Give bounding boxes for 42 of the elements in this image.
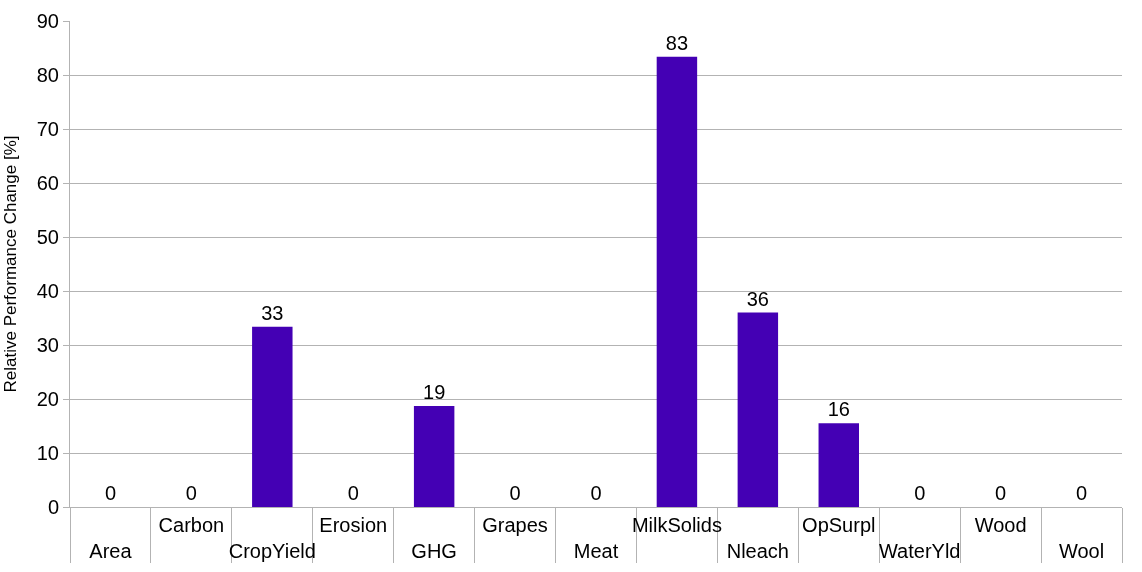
data-label: 16	[827, 398, 850, 421]
x-tick-label: CropYield	[228, 540, 316, 562]
x-tick-label: Grapes	[482, 514, 548, 536]
bar	[818, 423, 859, 507]
x-tick-label: Wool	[1058, 540, 1105, 562]
data-label: 19	[423, 381, 446, 404]
y-tick-label: 20	[36, 388, 59, 410]
bar	[413, 406, 455, 507]
x-tick-label: MilkSolids	[631, 514, 722, 536]
data-label: 0	[914, 482, 926, 504]
x-tick-label: WaterYld	[878, 540, 961, 562]
y-tick-label: 10	[36, 442, 59, 464]
x-tick-label: Wood	[974, 514, 1027, 536]
x-tick-label: Meat	[573, 540, 619, 562]
y-tick-label: 70	[36, 118, 59, 140]
x-tick-label: OpSurpl	[802, 514, 876, 536]
data-label: 0	[995, 482, 1007, 504]
y-tick-label: 90	[36, 10, 59, 32]
bar	[737, 312, 779, 507]
data-label: 0	[509, 482, 521, 504]
y-tick-label: 40	[36, 280, 59, 302]
y-tick-label: 80	[36, 64, 59, 86]
x-tick-label: Area	[89, 540, 133, 562]
x-tick-label: Nleach	[726, 540, 789, 562]
data-label: 0	[590, 482, 602, 504]
data-label: 36	[746, 287, 769, 310]
x-tick-label: GHG	[411, 540, 457, 562]
x-tick-label: Carbon	[158, 514, 225, 536]
y-axis-title: Relative Performance Change [%]	[1, 135, 21, 393]
data-label: 33	[261, 301, 284, 324]
y-tick-label: 30	[36, 334, 59, 356]
y-tick-label: 0	[47, 496, 59, 518]
bar	[252, 326, 293, 507]
x-tick-label: Erosion	[319, 514, 388, 536]
data-label: 0	[1075, 482, 1088, 504]
data-label: 0	[104, 482, 117, 504]
y-tick-label: 60	[36, 172, 59, 194]
y-tick-label: 50	[36, 226, 59, 248]
data-label: 0	[185, 482, 197, 504]
data-label: 0	[347, 482, 359, 504]
data-label: 83	[665, 31, 689, 54]
bar	[656, 56, 698, 507]
